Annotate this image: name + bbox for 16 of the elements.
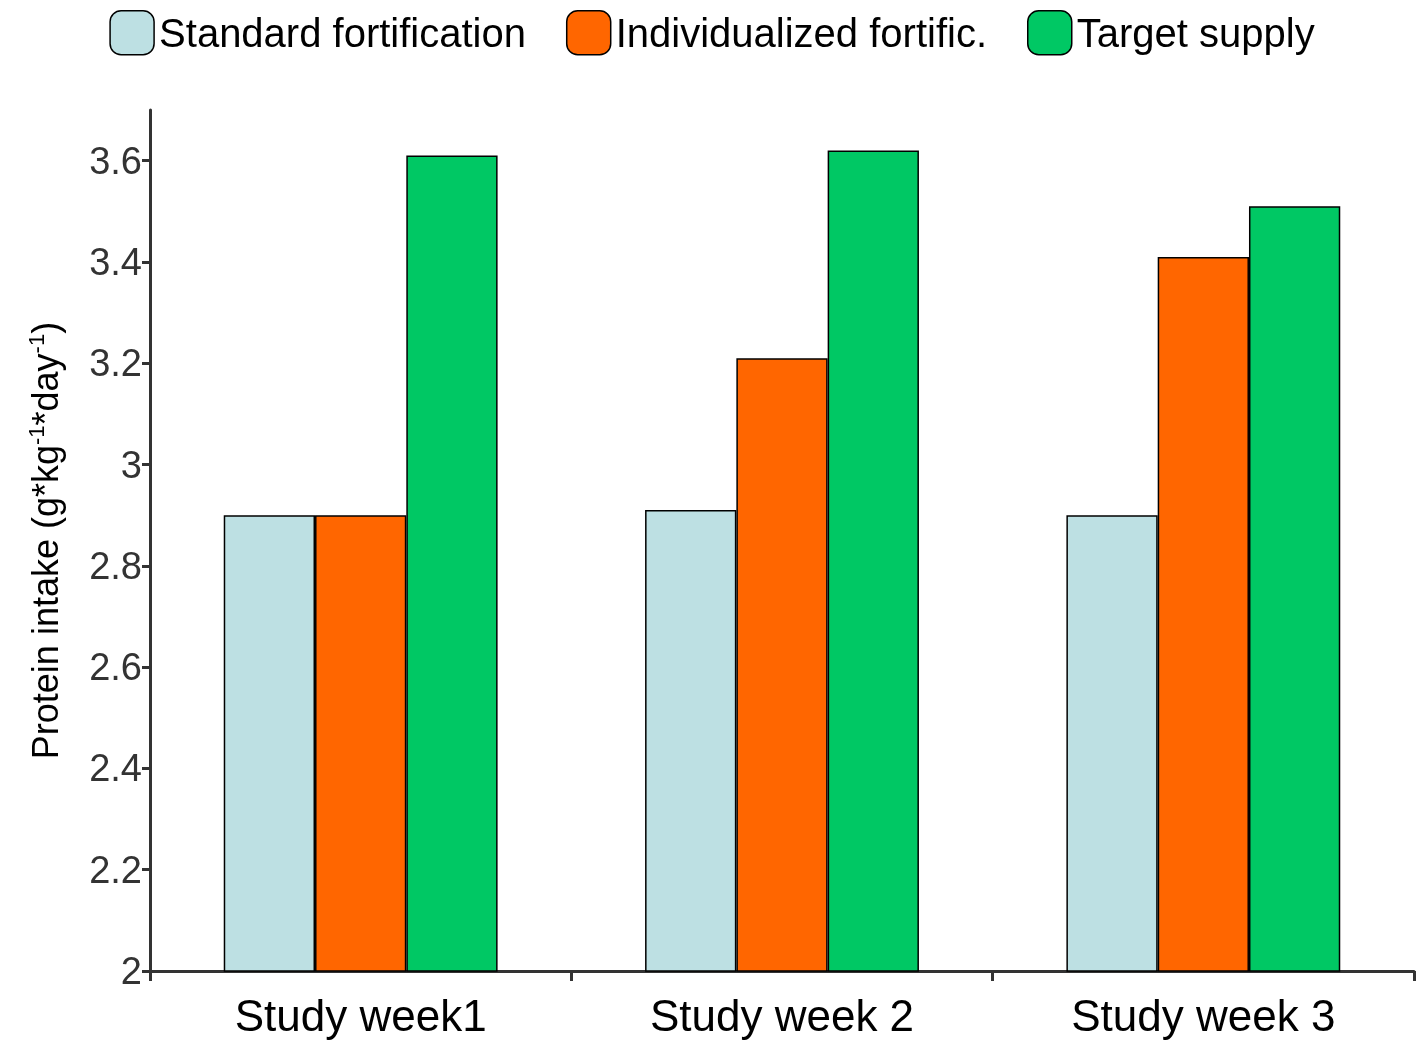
legend-label: Standard fortification (159, 10, 526, 55)
y-tick-label: 3.2 (89, 342, 142, 385)
x-tick-label: Study week 3 (1071, 990, 1336, 1040)
y-tick-label: 2.8 (89, 544, 142, 587)
y-tick-label: 2 (120, 950, 142, 992)
y-axis-title: Protein intake (g*kg-1*day-1) (23, 321, 66, 760)
y-tick-label: 3.6 (89, 139, 142, 182)
y-tick-label: 2.2 (89, 848, 142, 891)
x-tick-label: Study week 2 (649, 990, 915, 1040)
x-tick-label: Study week1 (234, 990, 487, 1040)
legend-label: Target supply (1076, 10, 1315, 55)
legend-label: Individualized fortific. (615, 10, 988, 55)
y-tick-label: 2.4 (89, 747, 142, 790)
y-tick-label: 2.6 (89, 646, 142, 689)
y-tick-label: 3.4 (89, 240, 142, 283)
y-tick-label: 3 (120, 443, 142, 486)
